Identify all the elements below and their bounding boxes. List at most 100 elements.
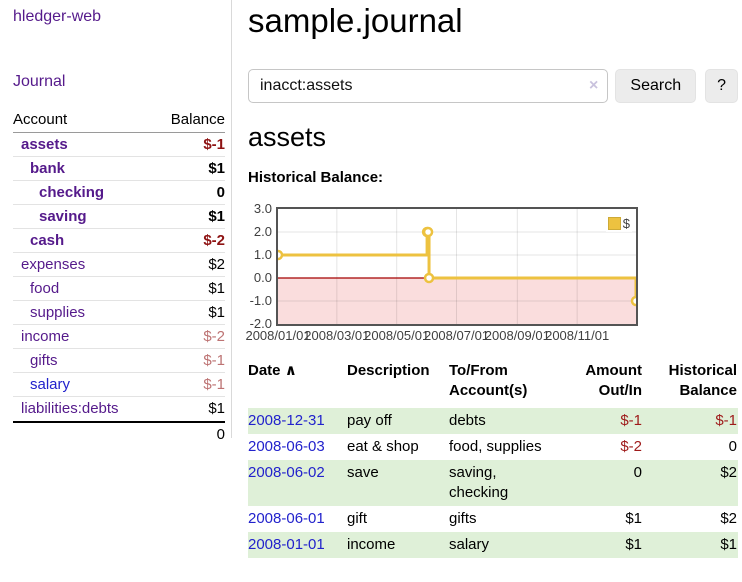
sidebar-account-link[interactable]: salary — [30, 376, 71, 393]
sort-ascending-icon: ∧ — [284, 362, 297, 379]
balance-header-label: Balance — [170, 111, 225, 128]
x-tick-label: 2008/03/01 — [304, 328, 370, 343]
page-title: sample.journal — [248, 2, 463, 39]
sidebar-account-row: gifts $-1 — [13, 348, 225, 372]
legend-series-label: $ — [622, 216, 630, 231]
sidebar-account-link[interactable]: food — [30, 280, 60, 297]
transaction-balance: $1 — [645, 532, 738, 558]
search-form: × Search ? — [248, 69, 738, 103]
sidebar-account-balance: $1 — [208, 160, 225, 177]
sidebar-account-balance: $-1 — [203, 352, 225, 369]
transaction-date-link[interactable]: 2008-06-01 — [248, 510, 325, 527]
sidebar-account-row: saving $1 — [13, 204, 225, 228]
transaction-row[interactable]: 2008-06-01 gift gifts $1 $2 — [248, 506, 738, 532]
transaction-amount: 0 — [565, 460, 645, 506]
sidebar-account-balance: $-1 — [203, 376, 225, 393]
transaction-amount: $-2 — [620, 438, 642, 455]
account-heading: assets — [248, 122, 327, 152]
y-tick-label: 2.0 — [253, 224, 272, 239]
sidebar-account-link[interactable]: assets — [21, 136, 68, 153]
transaction-accounts: debts — [449, 408, 565, 434]
transaction-row[interactable]: 2008-12-31 pay off debts $-1 $-1 — [248, 408, 738, 434]
chart-title: Historical Balance: — [248, 169, 384, 186]
nav-journal-link[interactable]: Journal — [13, 73, 66, 90]
sidebar-account-link[interactable]: supplies — [30, 304, 86, 321]
transaction-date-link[interactable]: 2008-12-31 — [248, 412, 325, 429]
register-table: Date ∧ Description To/From Account(s) Am… — [248, 361, 738, 558]
y-tick-label: 0.0 — [253, 270, 272, 285]
x-tick-label: 2008/05/01 — [364, 328, 430, 343]
y-tick-label: 3.0 — [253, 201, 272, 216]
clear-search-icon[interactable]: × — [589, 77, 599, 94]
transaction-description: eat & shop — [347, 438, 419, 455]
transaction-amount: $-1 — [565, 408, 645, 434]
sidebar-account-row: checking 0 — [13, 180, 225, 204]
transaction-description: income — [347, 532, 449, 558]
sidebar-account-balance: $-1 — [203, 136, 225, 153]
x-tick-label: 2008/01/01 — [245, 328, 311, 343]
transaction-balance: $-1 — [645, 408, 738, 434]
search-box: × — [248, 69, 609, 103]
search-button[interactable]: Search — [615, 69, 697, 103]
sidebar-account-link[interactable]: cash — [30, 232, 65, 249]
transaction-row[interactable]: 2008-06-02 save saving, checking 0 $2 — [248, 460, 738, 506]
x-tick-label: 2008/07/01 — [423, 328, 490, 343]
sidebar-account-row: expenses $2 — [13, 252, 225, 276]
sidebar-account-balance: $1 — [208, 208, 225, 225]
main-content: sample.journal × Search ? assets Histori… — [245, 0, 738, 558]
sidebar-account-balance: $2 — [208, 256, 225, 273]
transaction-description: pay off — [347, 408, 449, 434]
x-tick-label: 2008/11/01 — [545, 328, 610, 343]
sidebar-account-row: assets $-1 — [13, 133, 225, 156]
sidebar-account-row: cash $-2 — [13, 228, 225, 252]
col-header-date[interactable]: Date ∧ — [248, 361, 347, 408]
sidebar-account-link[interactable]: gifts — [30, 352, 58, 369]
sidebar-account-balance: $1 — [208, 400, 225, 417]
transaction-row[interactable]: 2008-01-01 income salary $1 $1 — [248, 532, 738, 558]
transaction-accounts: food, supplies — [449, 438, 542, 455]
sidebar-account-link[interactable]: checking — [39, 184, 105, 201]
transaction-description: save — [347, 460, 449, 506]
sidebar-account-balance: $1 — [208, 304, 225, 321]
y-tick-label: 1.0 — [253, 247, 272, 262]
col-header-balance: Historical Balance — [668, 362, 737, 399]
accounts-total-value: 0 — [216, 426, 225, 443]
transaction-date-link[interactable]: 2008-06-03 — [248, 438, 325, 455]
transaction-balance: $2 — [720, 510, 737, 527]
legend-series-swatch — [607, 217, 621, 230]
sidebar-account-link[interactable]: expenses — [21, 256, 86, 273]
sidebar-account-row: bank $1 — [13, 156, 225, 180]
sidebar-account-row: liabilities:debts $1 — [13, 396, 225, 420]
help-button[interactable]: ? — [705, 69, 738, 103]
sidebar-account-balance: $1 — [208, 280, 225, 297]
transaction-row[interactable]: 2008-06-03 eat & shop food, supplies $-2… — [248, 434, 738, 460]
sidebar-account-row: food $1 — [13, 276, 225, 300]
sidebar-account-link[interactable]: saving — [39, 208, 87, 225]
transaction-amount: $1 — [625, 510, 642, 527]
chart-plot-area: $ — [276, 207, 638, 326]
col-header-amount: Amount Out/In — [585, 362, 642, 399]
accounts-list: Account Balance assets $-1 bank $1 check… — [13, 110, 225, 446]
accounts-total-row: 0 — [13, 421, 225, 446]
accounts-header-label: Account — [13, 111, 68, 128]
sidebar-account-link[interactable]: bank — [30, 160, 66, 177]
sidebar-account-balance: 0 — [216, 184, 225, 201]
sidebar-account-link[interactable]: income — [21, 328, 70, 345]
col-header-description: Description — [347, 362, 430, 379]
transaction-description: gift — [347, 510, 368, 527]
transaction-accounts: saving, checking — [449, 460, 565, 506]
accounts-header-row: Account Balance — [13, 110, 225, 133]
transaction-date-link[interactable]: 2008-01-01 — [248, 536, 325, 553]
sidebar-account-balance: $-2 — [203, 328, 225, 345]
search-input[interactable] — [248, 69, 609, 103]
transaction-balance: 0 — [728, 438, 737, 455]
x-tick-label: 2008/09/01 — [484, 328, 550, 343]
chart-canvas — [278, 209, 636, 324]
brand-link[interactable]: hledger-web — [13, 8, 102, 25]
historical-balance-chart: $ 3.0 2.0 1.0 0.0 -1.0 -2.0 2008/01/01 2008/03… — [245, 199, 738, 343]
register-header-row: Date ∧ Description To/From Account(s) Am… — [248, 361, 738, 408]
chart-legend: $ — [605, 215, 632, 232]
transaction-balance: $2 — [645, 460, 738, 506]
transaction-date-link[interactable]: 2008-06-02 — [248, 464, 325, 481]
sidebar-account-link[interactable]: liabilities:debts — [21, 400, 119, 417]
